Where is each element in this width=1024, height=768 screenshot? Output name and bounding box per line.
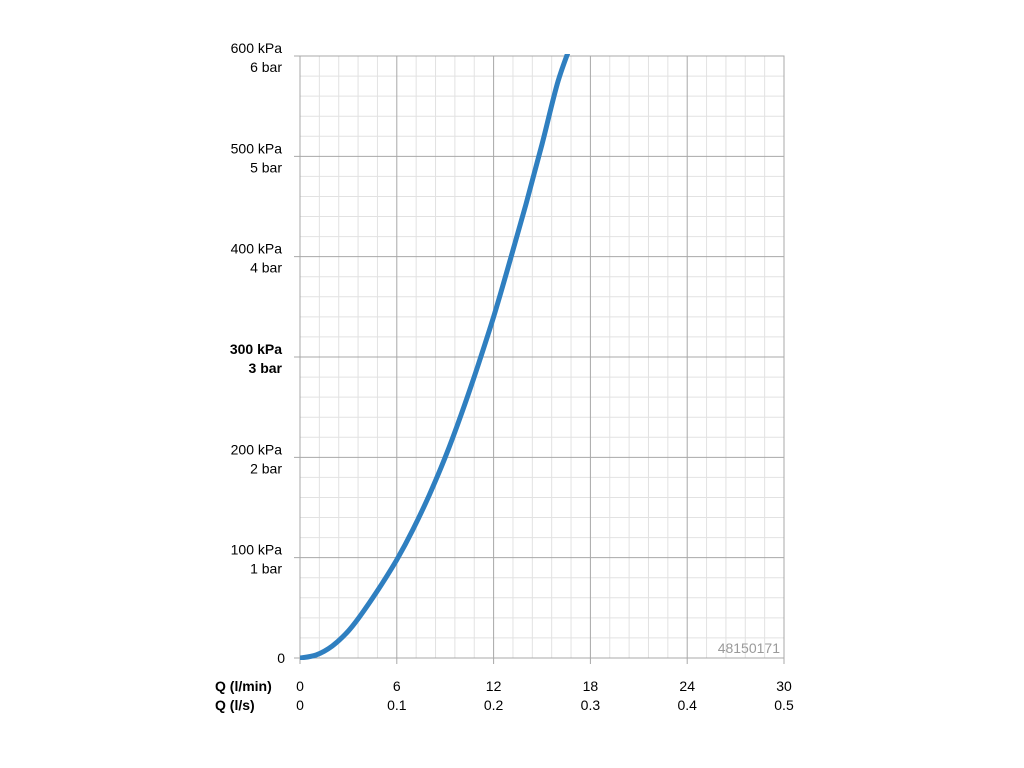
x-tick-label-lmin: 12 (486, 678, 502, 694)
y-tick-label-kpa: 300 kPa (230, 341, 282, 357)
y-tick-label: 0 (277, 650, 285, 666)
series-line-0 (300, 54, 571, 660)
y-tick-label-bar: 5 bar (250, 159, 282, 175)
x-tick-label-ls: 0.3 (581, 697, 601, 713)
y-tick-labels: 0 100 kPa 1 bar 200 kPa 2 bar 300 kPa 3 bar 400… (230, 40, 285, 666)
y-tick-label-kpa: 200 kPa (231, 441, 283, 457)
x-tick-label-ls: 0.4 (677, 697, 697, 713)
y-tick-label-kpa: 100 kPa (231, 542, 283, 558)
x-tick-labels: 0 0 6 0.1 12 0.2 18 0.3 24 0.4 30 0.5 (296, 678, 794, 713)
x-tick-label-ls: 0.5 (774, 697, 794, 713)
y-tick-label-bar: 2 bar (250, 460, 282, 476)
x-tick-label-ls: 0.1 (387, 697, 407, 713)
y-tick-label-bar: 3 bar (249, 360, 283, 376)
x-tick-label-ls: 0.2 (484, 697, 504, 713)
y-tick-label-bar: 4 bar (250, 260, 282, 276)
watermark-code: 48150171 (718, 640, 781, 656)
y-tick-label-kpa: 400 kPa (231, 241, 283, 257)
series-group (300, 54, 571, 660)
x-tick-label-ls: 0 (296, 697, 304, 713)
y-tick-label-bar: 1 bar (250, 561, 282, 577)
x-tick-label-lmin: 6 (393, 678, 401, 694)
x-axis-label-primary: Q (l/min) (215, 678, 272, 694)
plot-frame (299, 55, 785, 659)
x-tick-label-lmin: 0 (296, 678, 304, 694)
y-tick-label-kpa: 500 kPa (231, 140, 283, 156)
y-tick-label-bar: 6 bar (250, 59, 282, 75)
x-tick-label-lmin: 30 (776, 678, 792, 694)
x-tick-label-lmin: 18 (583, 678, 599, 694)
y-tick-label-kpa: 600 kPa (231, 40, 283, 56)
x-tick-label-lmin: 24 (679, 678, 695, 694)
x-axis-label-secondary: Q (l/s) (215, 697, 255, 713)
